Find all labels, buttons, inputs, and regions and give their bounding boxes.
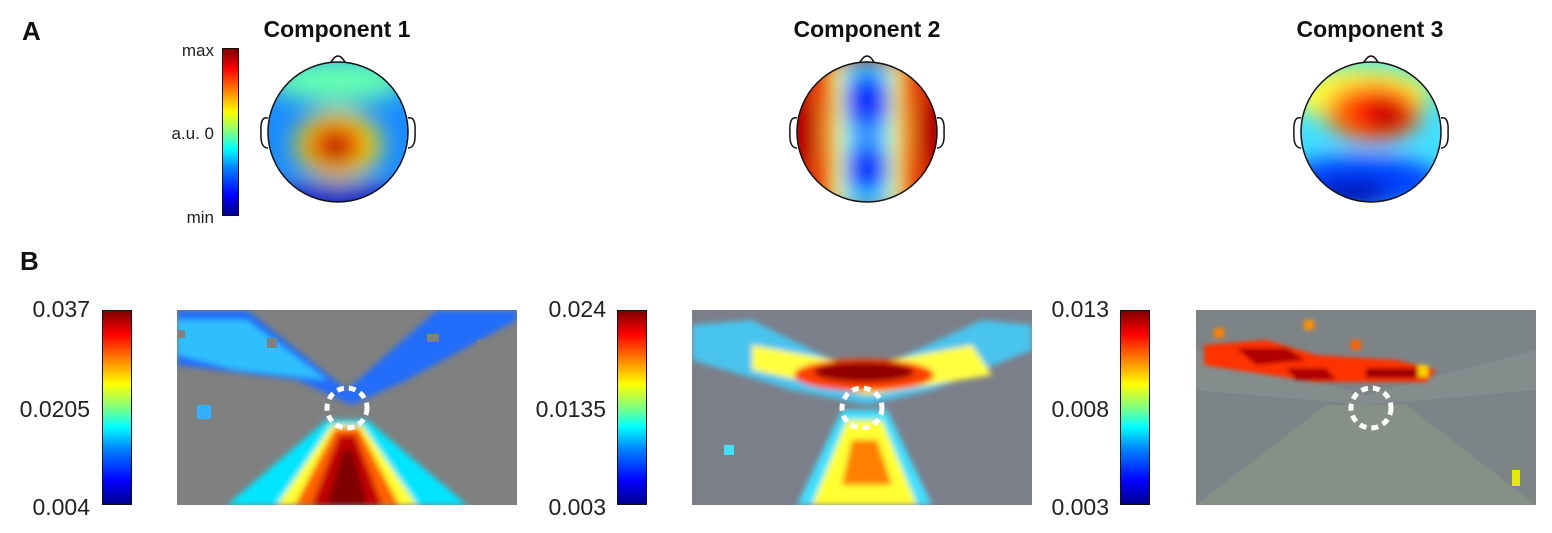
topomap-component-2: [789, 55, 945, 203]
head-outline: [796, 61, 938, 203]
map-2-colorbar: [617, 310, 647, 505]
topomap-component-1: [260, 55, 416, 203]
map-3-cbar-max: 0.013: [1051, 296, 1109, 322]
target-circle-marker: [839, 385, 885, 431]
right-ear-icon: [1440, 117, 1449, 149]
target-circle-marker: [1348, 385, 1394, 431]
component-2-title: Component 2: [793, 16, 941, 42]
left-ear-icon: [260, 117, 269, 149]
panel-label-a: A: [22, 16, 41, 46]
map-3-cbar-mid: 0.008: [1051, 396, 1109, 422]
panel-label-b: B: [20, 246, 39, 276]
map-2-cbar-max: 0.024: [548, 296, 606, 322]
map-1-cbar-mid: 0.0205: [19, 396, 90, 422]
topo-cbar-min-label: min: [186, 208, 214, 227]
map-1-cbar-min: 0.004: [32, 494, 90, 520]
map-1-cbar-max: 0.037: [32, 296, 90, 322]
map-3-cbar-min: 0.003: [1051, 494, 1109, 520]
activation-map-3: [1196, 310, 1536, 505]
topo-colorbar: [222, 48, 239, 216]
left-ear-icon: [1293, 117, 1302, 149]
head-outline: [267, 61, 409, 203]
activation-map-1: [177, 310, 517, 505]
component-1-title: Component 1: [263, 16, 411, 42]
component-3-title: Component 3: [1296, 16, 1444, 42]
map-3-colorbar: [1120, 310, 1150, 505]
head-outline: [1300, 61, 1442, 203]
left-ear-icon: [789, 117, 798, 149]
topo-cbar-max-label: max: [181, 41, 214, 60]
map-2-cbar-mid: 0.0135: [535, 396, 606, 422]
topomap-component-3: [1293, 55, 1449, 203]
right-ear-icon: [407, 117, 416, 149]
topo-cbar-mid-label: a.u. 0: [171, 124, 214, 143]
activation-map-2: [692, 310, 1032, 505]
target-circle-marker: [324, 385, 370, 431]
right-ear-icon: [936, 117, 945, 149]
map-1-colorbar: [102, 310, 132, 505]
map-2-cbar-min: 0.003: [548, 494, 606, 520]
